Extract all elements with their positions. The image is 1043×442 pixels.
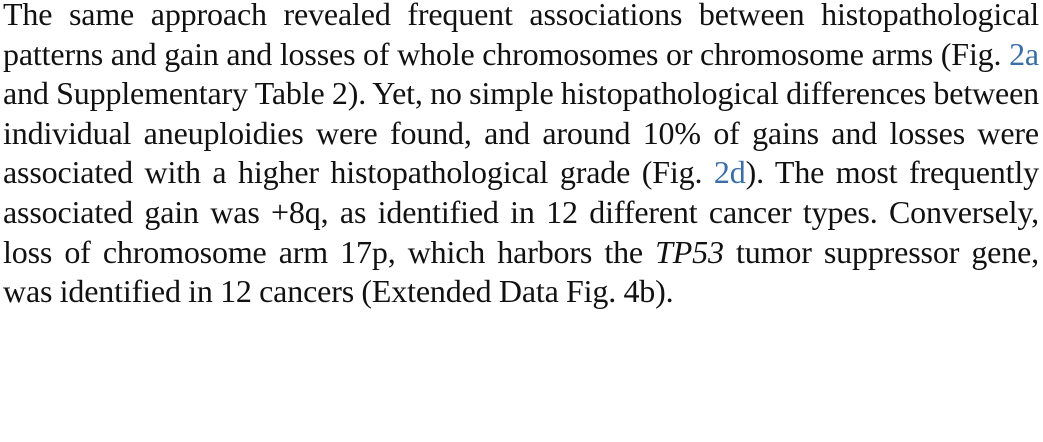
figure-link-2a[interactable]: 2a: [1009, 35, 1039, 72]
figure-ref-prefix: Fig.: [652, 154, 714, 191]
body-paragraph: The same approach revealed frequent asso…: [3, 0, 1039, 312]
text-segment: and Supplementary Table 2). Yet, no simp…: [3, 75, 1039, 191]
figure-link-2d[interactable]: 2d: [713, 154, 746, 191]
text-segment: tumor suppressor gene, was identified in…: [3, 233, 1039, 310]
text-segment: ). The most frequently associated gain w…: [3, 154, 1039, 270]
text-segment: The same approach revealed frequent asso…: [3, 0, 1039, 72]
gene-name: TP53: [655, 233, 724, 270]
figure-ref-prefix: Fig.: [951, 35, 1010, 72]
